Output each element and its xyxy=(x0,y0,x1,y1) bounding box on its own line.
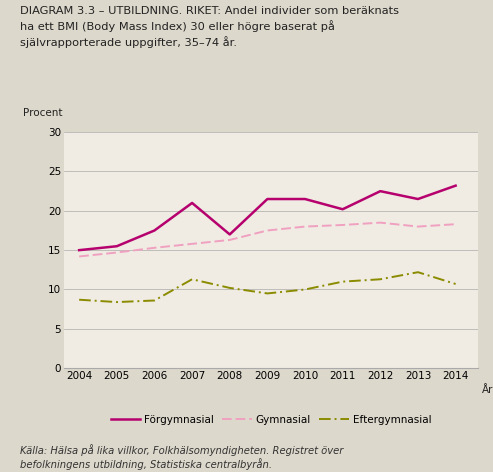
Text: Procent: Procent xyxy=(23,108,62,118)
Text: Källa: Hälsa på lika villkor, Folkhälsomyndigheten. Registret över
befolkningens: Källa: Hälsa på lika villkor, Folkhälsom… xyxy=(20,444,343,470)
Legend: Förgymnasial, Gymnasial, Eftergymnasial: Förgymnasial, Gymnasial, Eftergymnasial xyxy=(107,411,435,429)
Text: År: År xyxy=(482,385,493,395)
Text: DIAGRAM 3.3 – UTBILDNING. RIKET: Andel individer som beräknats
ha ett BMI (Body : DIAGRAM 3.3 – UTBILDNING. RIKET: Andel i… xyxy=(20,7,399,48)
